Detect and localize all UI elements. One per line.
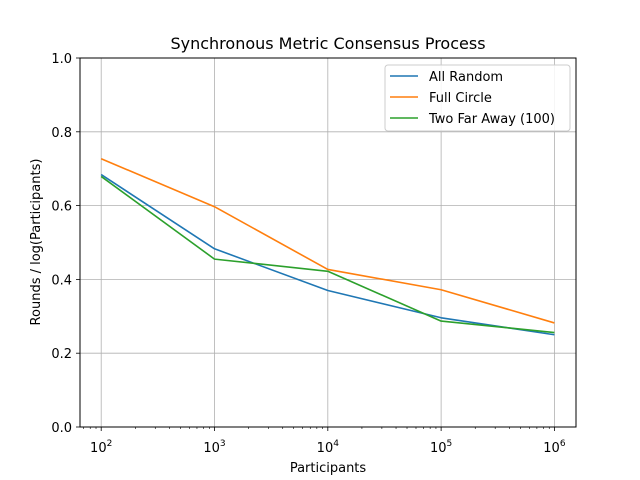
y-axis-ticks: 0.0 0.2 0.4 0.6 0.8 1.0 (51, 52, 80, 436)
legend-label: All Random (429, 70, 503, 85)
y-tick-label: 0.6 (51, 200, 72, 215)
series-line (100, 173, 555, 336)
x-tick-label: 102 (90, 439, 112, 456)
y-tick-label: 1.0 (51, 52, 72, 67)
chart-title: Synchronous Metric Consensus Process (170, 34, 485, 53)
legend: All Random Full Circle Two Far Away (100) (384, 64, 571, 132)
x-tick-label: 104 (317, 439, 340, 456)
y-tick-label: 0.4 (51, 273, 72, 288)
x-tick-label: 105 (430, 439, 452, 456)
x-tick-label: 103 (203, 439, 225, 456)
x-axis-label: Participants (290, 461, 367, 476)
legend-label: Two Far Away (100) (428, 112, 555, 127)
legend-label: Full Circle (429, 91, 492, 106)
series-line (100, 175, 555, 334)
y-axis-label: Rounds / log(Participants) (29, 159, 44, 326)
x-axis-ticks: 102 103 104 105 106 (83, 427, 566, 456)
legend-box (384, 64, 571, 132)
y-tick-label: 0.8 (51, 126, 72, 141)
y-tick-label: 0.0 (51, 421, 72, 436)
x-tick-label: 106 (543, 439, 566, 456)
series-group (100, 158, 555, 336)
y-tick-label: 0.2 (51, 347, 72, 362)
series-line (100, 158, 555, 324)
